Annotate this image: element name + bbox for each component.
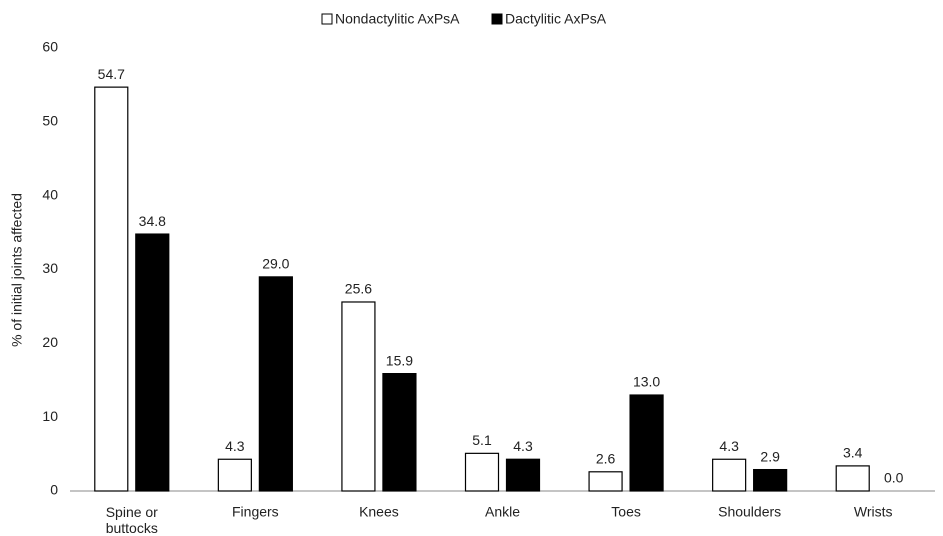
bar <box>217 458 252 492</box>
bar <box>835 465 870 492</box>
data-label: 0.0 <box>884 470 904 486</box>
bar <box>135 233 170 492</box>
data-label: 4.3 <box>719 438 739 454</box>
bar <box>753 468 788 492</box>
data-label: 15.9 <box>386 352 413 368</box>
y-axis-label: % of initial joints affected <box>9 193 25 347</box>
bar <box>588 471 623 492</box>
x-tick-label: Toes <box>611 504 641 520</box>
legend-swatch <box>491 13 503 25</box>
y-tick-label: 30 <box>42 260 58 276</box>
data-label: 34.8 <box>139 213 166 229</box>
data-label: 3.4 <box>843 445 863 461</box>
data-label: 29.0 <box>262 256 289 272</box>
data-label: 25.6 <box>345 281 372 297</box>
x-tick-label: Knees <box>359 504 399 520</box>
x-tick-line: Spine or <box>106 504 158 520</box>
bar <box>258 276 293 492</box>
x-tick-line: buttocks <box>106 520 158 536</box>
data-label: 4.3 <box>513 438 533 454</box>
bar <box>505 458 541 492</box>
bar <box>94 86 129 492</box>
y-tick-label: 40 <box>42 186 58 202</box>
data-label: 13.0 <box>633 374 660 390</box>
data-label: 5.1 <box>472 432 492 448</box>
x-tick-label: Fingers <box>232 504 279 520</box>
bar <box>712 458 747 492</box>
data-label: 2.6 <box>596 451 616 467</box>
legend-label: Dactylitic AxPsA <box>505 11 607 27</box>
x-tick-label: Wrists <box>854 504 893 520</box>
y-tick-label: 0 <box>50 482 58 498</box>
bar <box>464 452 500 492</box>
x-tick-label: Ankle <box>485 504 520 520</box>
y-tick-label: 50 <box>42 113 58 129</box>
bar <box>341 301 376 492</box>
y-tick-label: 20 <box>42 334 58 350</box>
legend-swatch <box>321 13 333 25</box>
x-tick-label: Spine or buttocks <box>106 504 158 536</box>
data-label: 54.7 <box>98 66 125 82</box>
bar <box>382 373 417 492</box>
data-label: 4.3 <box>225 438 245 454</box>
y-tick-label: 60 <box>42 39 58 55</box>
data-label: 2.9 <box>760 448 780 464</box>
x-tick-label: Shoulders <box>718 504 781 520</box>
bar <box>629 394 664 492</box>
y-tick-label: 10 <box>42 408 58 424</box>
legend-label: Nondactylitic AxPsA <box>335 11 460 27</box>
